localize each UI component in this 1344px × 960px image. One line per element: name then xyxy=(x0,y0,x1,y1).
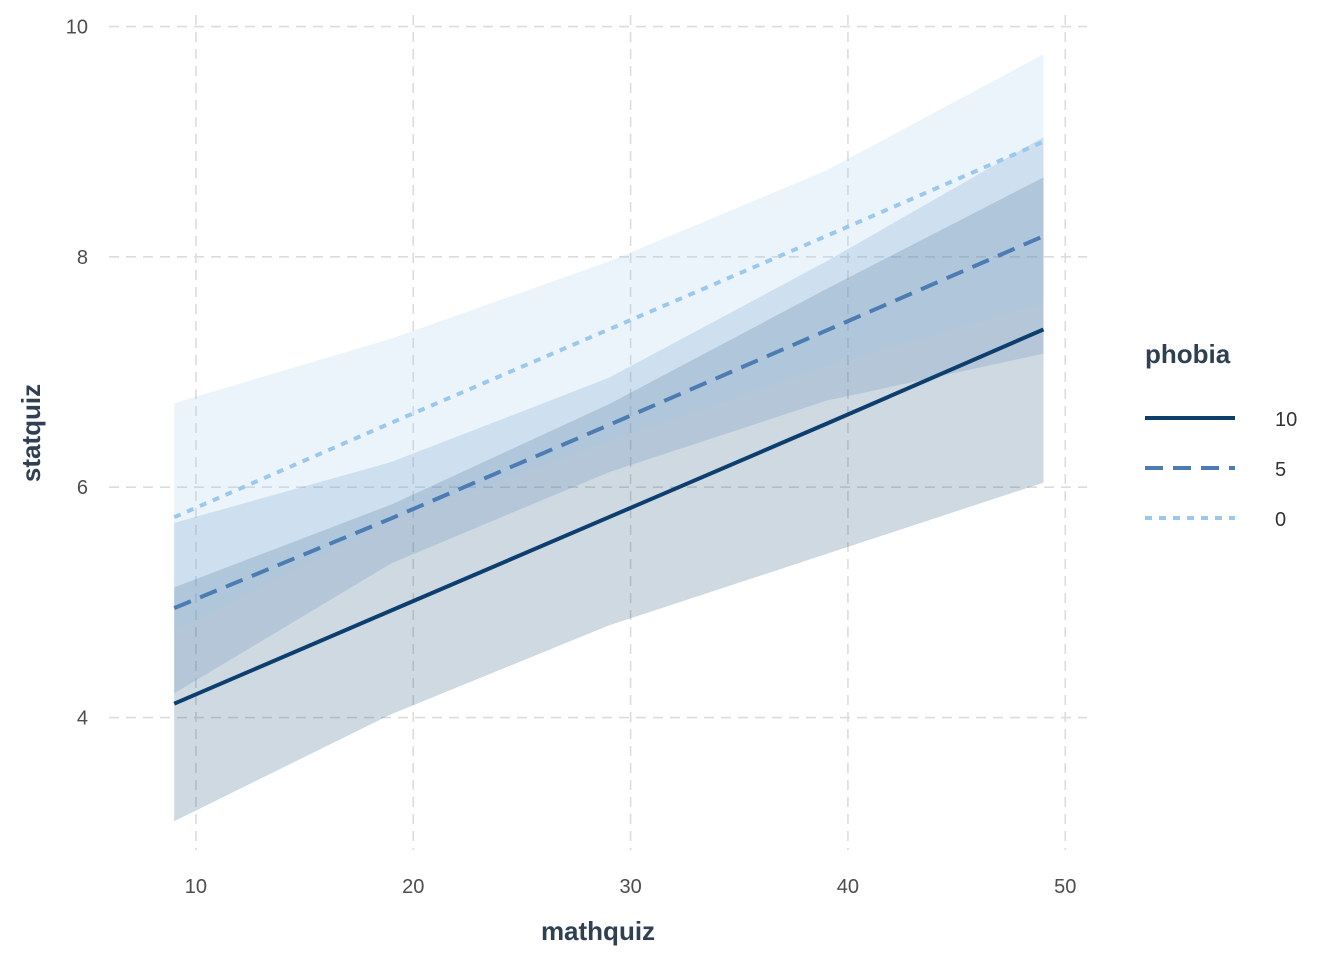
confidence-band-10 xyxy=(174,177,1044,822)
confidence-band-5 xyxy=(174,137,1044,694)
legend-label-10: 10 xyxy=(1275,409,1297,431)
series-line-5 xyxy=(173,234,1045,610)
y-tick-label: 10 xyxy=(66,17,88,39)
legend-label-0: 0 xyxy=(1275,509,1286,531)
x-tick-label: 10 xyxy=(185,876,207,898)
legend: phobia 10 5 0 xyxy=(1145,339,1297,531)
series-line-0 xyxy=(173,139,1045,520)
confidence-band-0 xyxy=(174,54,1044,632)
y-tick-labels: 4 6 8 10 xyxy=(66,17,88,730)
legend-label-5: 5 xyxy=(1275,459,1286,481)
series-line-10 xyxy=(173,327,1045,706)
y-tick-label: 6 xyxy=(77,477,88,499)
confidence-bands xyxy=(174,54,1044,822)
y-axis-title: statquiz xyxy=(16,384,46,482)
grid xyxy=(109,15,1087,850)
x-tick-label: 20 xyxy=(402,876,424,898)
x-axis-title: mathquiz xyxy=(541,916,655,946)
y-tick-label: 8 xyxy=(77,247,88,269)
legend-title: phobia xyxy=(1145,339,1231,369)
y-tick-label: 4 xyxy=(77,708,88,730)
series-lines xyxy=(173,139,1045,706)
x-tick-label: 40 xyxy=(837,876,859,898)
x-tick-label: 30 xyxy=(619,876,641,898)
x-tick-labels: 10 20 30 40 50 xyxy=(185,876,1077,898)
x-tick-label: 50 xyxy=(1054,876,1076,898)
